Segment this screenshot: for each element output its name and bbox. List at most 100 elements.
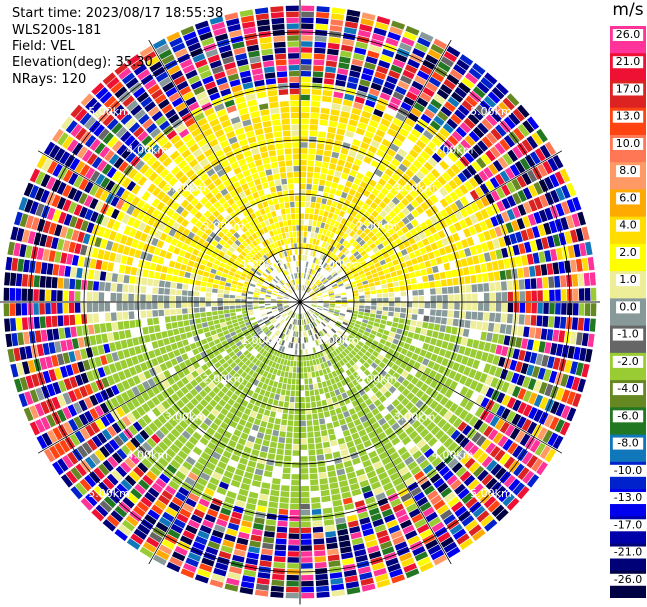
ppi-gate bbox=[395, 112, 406, 122]
ppi-gate bbox=[433, 554, 448, 566]
ppi-gate bbox=[310, 118, 319, 125]
ppi-gate bbox=[522, 470, 535, 484]
ppi-gate bbox=[503, 135, 516, 148]
ppi-gate bbox=[296, 379, 300, 385]
ppi-gate bbox=[570, 259, 577, 273]
ppi-gate bbox=[348, 254, 355, 261]
ppi-gate bbox=[88, 269, 95, 280]
ppi-gate bbox=[495, 508, 509, 522]
ppi-gate bbox=[451, 501, 464, 513]
ppi-gate bbox=[411, 314, 418, 320]
ppi-gate bbox=[419, 134, 430, 145]
ppi-gate bbox=[484, 218, 494, 229]
ppi-gate bbox=[99, 323, 107, 333]
ppi-gate bbox=[311, 303, 317, 306]
ppi-gate bbox=[361, 485, 372, 494]
ppi-gate bbox=[362, 253, 370, 260]
ppi-gate bbox=[387, 336, 394, 343]
ppi-gate bbox=[366, 324, 373, 330]
ppi-gate bbox=[496, 187, 506, 199]
ppi-gate bbox=[362, 406, 371, 415]
ppi-gate bbox=[320, 424, 327, 431]
ppi-gate bbox=[251, 449, 260, 457]
ppi-gate bbox=[207, 277, 214, 284]
ppi-gate bbox=[345, 228, 352, 235]
ppi-gate bbox=[320, 489, 330, 497]
ppi-gate bbox=[388, 377, 397, 385]
ppi-gate bbox=[345, 466, 355, 474]
ppi-gate bbox=[336, 278, 342, 283]
ppi-gate bbox=[521, 418, 532, 432]
ppi-gate bbox=[422, 238, 430, 246]
ppi-gate bbox=[467, 479, 480, 491]
ppi-gate bbox=[118, 330, 126, 340]
ppi-gate bbox=[373, 461, 383, 470]
ppi-gate bbox=[264, 378, 270, 385]
ppi-gate bbox=[455, 336, 462, 345]
ppi-gate bbox=[314, 160, 322, 167]
ppi-gate bbox=[357, 314, 364, 319]
ppi-gate bbox=[418, 181, 428, 191]
ppi-gate bbox=[544, 141, 557, 156]
ppi-gate bbox=[508, 112, 521, 126]
ppi-gate bbox=[513, 463, 525, 477]
ppi-gate bbox=[234, 468, 245, 477]
ppi-gate bbox=[359, 239, 366, 247]
ppi-gate bbox=[262, 415, 269, 422]
ppi-gate bbox=[257, 202, 264, 210]
ppi-gate bbox=[327, 353, 333, 360]
ppi-gate bbox=[394, 153, 404, 163]
ppi-gate bbox=[243, 569, 257, 577]
ppi-gate bbox=[282, 383, 287, 390]
ppi-gate bbox=[515, 337, 523, 348]
ppi-gate bbox=[429, 120, 441, 131]
ppi-gate bbox=[455, 433, 466, 444]
ppi-gate bbox=[340, 172, 349, 180]
ppi-gate bbox=[401, 471, 413, 482]
ppi-gate bbox=[327, 276, 334, 281]
ppi-gate bbox=[403, 183, 413, 193]
ppi-gate bbox=[359, 216, 367, 224]
ppi-gate bbox=[393, 380, 401, 389]
ppi-gate bbox=[218, 550, 232, 560]
ppi-gate bbox=[262, 396, 269, 403]
ppi-gate bbox=[260, 445, 269, 453]
ppi-gate bbox=[425, 208, 434, 218]
ppi-gate bbox=[443, 541, 458, 553]
ppi-gate bbox=[256, 462, 265, 470]
ppi-gate bbox=[319, 478, 328, 485]
ppi-gate bbox=[388, 307, 395, 312]
ppi-gate bbox=[322, 507, 333, 514]
ppi-gate bbox=[63, 278, 70, 289]
ppi-gate bbox=[34, 261, 42, 274]
ppi-gate bbox=[245, 466, 255, 474]
ppi-gate bbox=[418, 289, 424, 296]
ppi-gate bbox=[371, 218, 380, 227]
ppi-gate bbox=[45, 316, 52, 328]
ppi-gate bbox=[441, 171, 452, 182]
ppi-gate bbox=[529, 151, 541, 165]
ppi-gate bbox=[327, 385, 334, 392]
ppi-gate bbox=[518, 279, 525, 290]
ppi-gate bbox=[311, 502, 321, 509]
ppi-gate bbox=[184, 271, 191, 279]
ppi-gate bbox=[475, 211, 484, 222]
ppi-gate bbox=[394, 358, 403, 366]
ppi-gate bbox=[360, 454, 370, 462]
ppi-gate bbox=[550, 189, 560, 203]
ppi-gate bbox=[308, 219, 313, 226]
ppi-gate bbox=[232, 554, 245, 563]
ppi-gate bbox=[164, 309, 170, 316]
ppi-gate bbox=[277, 382, 283, 389]
ppi-gate bbox=[554, 171, 565, 185]
ppi-gate bbox=[400, 248, 408, 256]
ppi-gate bbox=[352, 225, 360, 233]
ppi-gate bbox=[311, 298, 317, 301]
ppi-gate bbox=[395, 461, 406, 471]
ppi-gate bbox=[329, 434, 337, 441]
ppi-gate bbox=[340, 449, 349, 457]
ppi-gate bbox=[347, 215, 355, 223]
ppi-gate bbox=[371, 188, 380, 196]
ppi-gate bbox=[138, 336, 145, 345]
ppi-gate bbox=[334, 376, 340, 383]
